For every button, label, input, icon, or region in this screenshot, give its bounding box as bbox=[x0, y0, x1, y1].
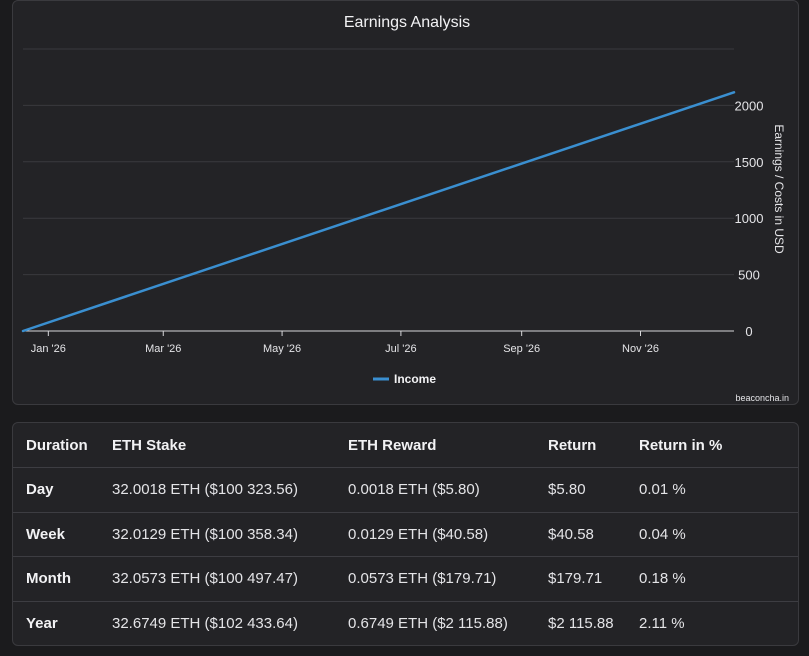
income-series-line bbox=[21, 91, 736, 333]
col-header-eth-reward: ETH Reward bbox=[348, 436, 437, 454]
table-header-row: Duration ETH Stake ETH Reward Return Ret… bbox=[13, 423, 798, 468]
col-header-duration: Duration bbox=[26, 436, 88, 454]
x-tick-label: Sep '26 bbox=[503, 343, 540, 355]
x-tick-label: May '26 bbox=[263, 343, 301, 355]
cell-eth-stake: 32.6749 ETH ($102 433.64) bbox=[99, 600, 335, 645]
cell-return: $179.71 bbox=[535, 556, 626, 601]
cell-return: $5.80 bbox=[535, 467, 626, 512]
x-tick-label: Jul '26 bbox=[385, 343, 416, 355]
cell-eth-reward: 0.6749 ETH ($2 115.88) bbox=[335, 600, 535, 645]
y-tick-label: 500 bbox=[738, 268, 760, 283]
x-tick-label: Jan '26 bbox=[31, 343, 66, 355]
cell-return-pct: 0.18 % bbox=[626, 556, 798, 601]
y-tick-label: 1500 bbox=[735, 155, 764, 170]
cell-duration: Year bbox=[13, 600, 99, 645]
y-axis-title: Earnings / Costs in USD bbox=[772, 124, 786, 254]
col-header-return-pct: Return in % bbox=[639, 436, 723, 454]
cell-return: $2 115.88 bbox=[535, 600, 626, 645]
chart-title: Earnings Analysis bbox=[344, 14, 470, 31]
returns-table: Duration ETH Stake ETH Reward Return Ret… bbox=[13, 423, 798, 645]
earnings-chart: Earnings Analysis 0 500 1000 1500 2000 Earning… bbox=[21, 14, 789, 403]
cell-duration: Month bbox=[13, 556, 99, 601]
col-header-return: Return bbox=[548, 436, 597, 454]
x-tick-label: Mar '26 bbox=[145, 343, 181, 355]
y-tick-label: 1000 bbox=[735, 211, 764, 226]
cell-duration: Day bbox=[13, 467, 99, 512]
cell-eth-stake: 32.0129 ETH ($100 358.34) bbox=[99, 511, 335, 557]
cell-eth-stake: 32.0018 ETH ($100 323.56) bbox=[99, 467, 335, 512]
col-header-eth-stake: ETH Stake bbox=[112, 436, 187, 454]
table-row: Day 32.0018 ETH ($100 323.56) 0.0018 ETH… bbox=[13, 467, 798, 512]
cell-return-pct: 0.04 % bbox=[626, 511, 798, 557]
y-tick-label: 2000 bbox=[735, 98, 764, 113]
y-tick-label: 0 bbox=[745, 324, 752, 339]
chart-panel: Earnings Analysis 0 500 1000 1500 2000 Earning… bbox=[12, 0, 799, 405]
cell-duration: Week bbox=[13, 511, 99, 557]
cell-return: $40.58 bbox=[535, 511, 626, 557]
x-tick-label: Nov '26 bbox=[622, 343, 659, 355]
table-row: Year 32.6749 ETH ($102 433.64) 0.6749 ET… bbox=[13, 600, 798, 645]
legend-label: Income bbox=[394, 372, 436, 386]
table-row: Month 32.0573 ETH ($100 497.47) 0.0573 E… bbox=[13, 556, 798, 601]
cell-eth-reward: 0.0129 ETH ($40.58) bbox=[335, 511, 535, 557]
cell-eth-stake: 32.0573 ETH ($100 497.47) bbox=[99, 556, 335, 601]
cell-eth-reward: 0.0018 ETH ($5.80) bbox=[335, 467, 535, 512]
cell-return-pct: 2.11 % bbox=[626, 600, 798, 645]
cell-return-pct: 0.01 % bbox=[626, 467, 798, 512]
returns-table-panel: Duration ETH Stake ETH Reward Return Ret… bbox=[12, 422, 799, 646]
cell-eth-reward: 0.0573 ETH ($179.71) bbox=[335, 556, 535, 601]
chart-credit: beaconcha.in bbox=[735, 393, 789, 403]
table-row: Week 32.0129 ETH ($100 358.34) 0.0129 ET… bbox=[13, 511, 798, 557]
